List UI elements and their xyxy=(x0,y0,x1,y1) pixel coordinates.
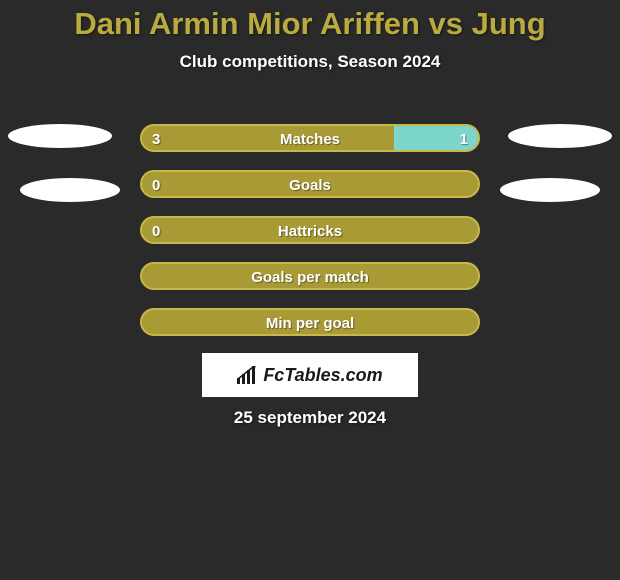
logo-inner: FcTables.com xyxy=(237,365,382,386)
metric-label: Matches xyxy=(142,126,478,152)
bars-container: 31Matches 0Goals 0Hattricks Goals per match… xyxy=(0,118,620,348)
metric-label: Goals xyxy=(142,172,478,198)
signal-icon xyxy=(237,366,259,384)
stat-bar: 31Matches xyxy=(140,124,480,152)
subtitle: Club competitions, Season 2024 xyxy=(0,52,620,72)
stat-row: 0Hattricks xyxy=(0,210,620,256)
player-photo-placeholder xyxy=(508,124,612,148)
metric-label: Hattricks xyxy=(142,218,478,244)
metric-label: Goals per match xyxy=(142,264,478,290)
metric-label: Min per goal xyxy=(142,310,478,336)
player-photo-placeholder xyxy=(8,124,112,148)
player-photo-placeholder xyxy=(20,178,120,202)
logo-text: FcTables.com xyxy=(263,365,382,386)
player-photo-placeholder xyxy=(500,178,600,202)
stat-bar: Goals per match xyxy=(140,262,480,290)
date-label: 25 september 2024 xyxy=(0,408,620,428)
stat-row: Min per goal xyxy=(0,302,620,348)
stat-bar: Min per goal xyxy=(140,308,480,336)
page-title: Dani Armin Mior Ariffen vs Jung xyxy=(0,0,620,42)
site-logo: FcTables.com xyxy=(202,353,418,397)
stat-bar: 0Goals xyxy=(140,170,480,198)
stat-row: Goals per match xyxy=(0,256,620,302)
stat-bar: 0Hattricks xyxy=(140,216,480,244)
comparison-infographic: Dani Armin Mior Ariffen vs Jung Club com… xyxy=(0,0,620,580)
